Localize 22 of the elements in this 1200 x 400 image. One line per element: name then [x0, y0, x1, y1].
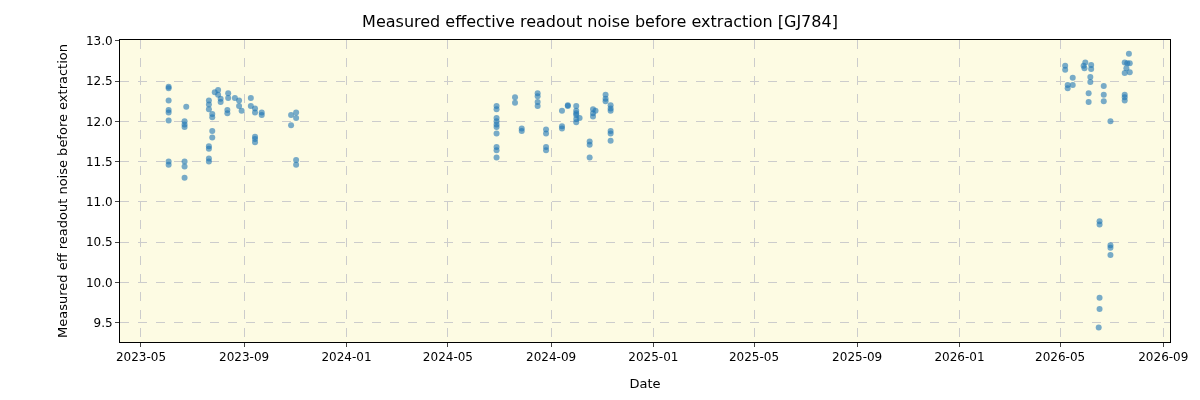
x-tick-label: 2026-01 [934, 350, 985, 365]
y-tick-label: 13.0 [85, 34, 113, 49]
x-tick-label: 2024-01 [321, 350, 372, 365]
x-tick-label: 2026-05 [1035, 350, 1086, 365]
y-tick-label: 12.0 [85, 114, 113, 129]
y-tick-label: 12.5 [85, 74, 113, 89]
x-tick-label: 2023-09 [219, 350, 270, 365]
x-axis-title: Date [629, 376, 661, 391]
x-tick-label: 2024-09 [526, 350, 577, 365]
y-tick-label: 10.5 [85, 235, 113, 250]
y-axis-title: Measured eff readout noise before extraction [54, 43, 70, 339]
x-tick-label: 2023-05 [115, 350, 167, 365]
x-tick-label: 2025-01 [628, 350, 679, 365]
x-tick-label: 2024-05 [422, 350, 473, 365]
x-tick-label: 2025-09 [832, 350, 883, 365]
x-tick-label: 2026-09 [1138, 350, 1189, 365]
y-tick-label: 11.5 [85, 154, 113, 169]
y-tick-label: 10.0 [85, 275, 113, 290]
chart-title: Measured effective readout noise before extraction [GJ784] [362, 12, 838, 32]
y-tick-label: 11.0 [85, 195, 113, 210]
y-tick-label: 9.5 [93, 315, 113, 330]
x-tick-label: 2025-05 [728, 350, 780, 365]
